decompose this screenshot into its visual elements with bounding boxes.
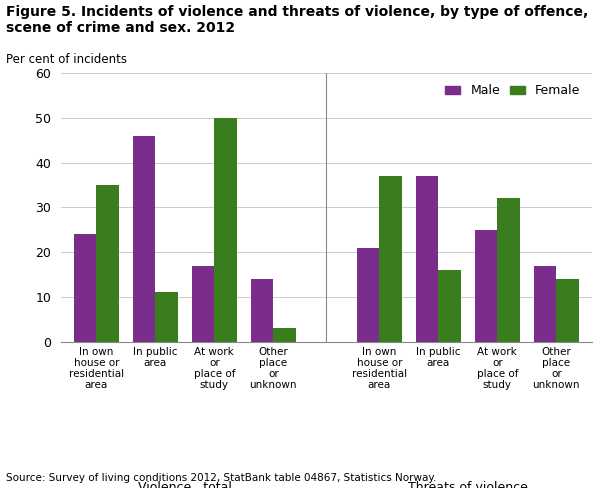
Bar — [439, 270, 461, 342]
Bar — [556, 279, 579, 342]
Bar — [156, 292, 178, 342]
Bar — [214, 118, 237, 342]
Bar — [475, 230, 497, 342]
Bar — [379, 176, 402, 342]
Text: Figure 5. Incidents of violence and threats of violence, by type of offence,
sce: Figure 5. Incidents of violence and thre… — [6, 5, 589, 35]
Bar — [416, 176, 439, 342]
Bar — [251, 279, 273, 342]
Bar — [133, 136, 156, 342]
Bar — [273, 328, 296, 342]
Bar — [74, 234, 96, 342]
Text: Threats of violence: Threats of violence — [408, 481, 528, 488]
Text: Violence , total: Violence , total — [138, 481, 232, 488]
Bar — [96, 185, 119, 342]
Bar — [534, 265, 556, 342]
Legend: Male, Female: Male, Female — [440, 80, 586, 102]
Bar — [357, 247, 379, 342]
Bar — [497, 199, 520, 342]
Text: Per cent of incidents: Per cent of incidents — [6, 53, 127, 66]
Bar — [192, 265, 214, 342]
Text: Source: Survey of living conditions 2012, StatBank table 04867, Statistics Norwa: Source: Survey of living conditions 2012… — [6, 473, 437, 483]
